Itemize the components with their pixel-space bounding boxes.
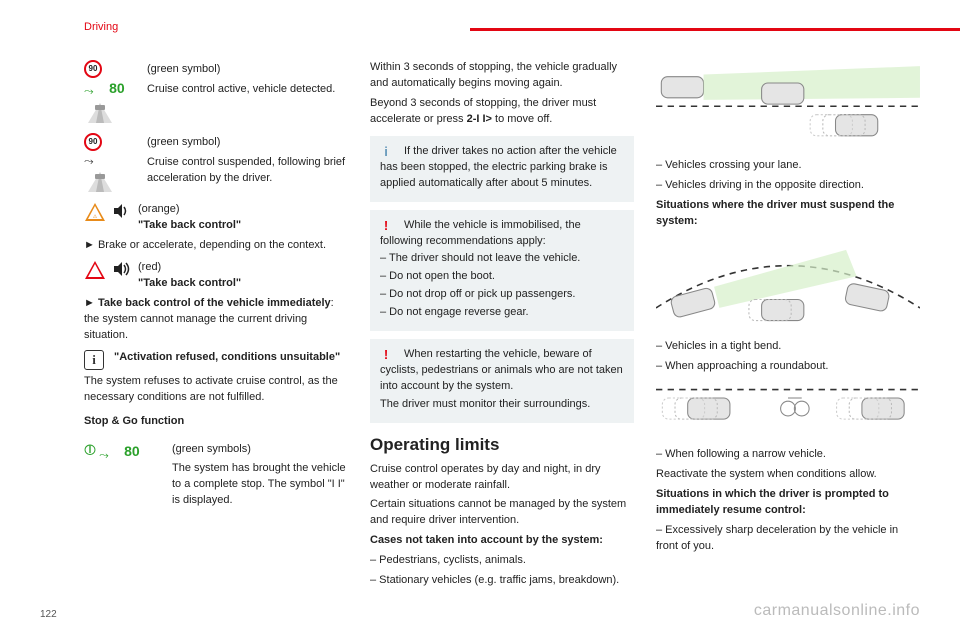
status-stopgo: ⦷ ⤳ 80 (green symbols) The system has br… [84,440,348,514]
c3-p8: Situations in which the driver is prompt… [656,487,920,519]
stopgo-icons: ⦷ ⤳ 80 [84,440,164,462]
info-i-icon: i [84,350,104,370]
diagram-narrow [656,379,920,437]
status-refused-desc: The system refuses to activate cruise co… [84,374,348,406]
callout-immobilised: ! While the vehicle is immobilised, the … [370,210,634,332]
c2-p1: Within 3 seconds of stopping, the vehicl… [370,60,634,92]
status-active: 90 ⤳ 80 (green symbol) Cruise control ac… [84,60,348,125]
c2-p5: Cases not taken into account by the syst… [370,533,634,549]
callout-restart: ! When restarting the vehicle, beware of… [370,339,634,423]
c2-p2c: to move off. [492,113,552,125]
c3-p1: – Vehicles crossing your lane. [656,158,920,174]
status-orange-action-text: Brake or accelerate, depending on the co… [98,239,326,251]
status-red-msg: "Take back control" [138,277,241,289]
status-active-color: (green symbol) [147,62,348,78]
status-orange-action: ► Brake or accelerate, depending on the … [84,238,348,254]
c3-p2: – Vehicles driving in the opposite direc… [656,178,920,194]
c3-p4: – Vehicles in a tight bend. [656,339,920,355]
road-ahead-icon [84,170,116,194]
c3-p7: Reactivate the system when conditions al… [656,467,920,483]
status-suspended-color: (green symbol) [147,135,348,151]
car-icon: ⤳ [99,447,121,457]
status-red-bold: Take back control of the vehicle immedia… [98,297,331,309]
status-suspended-desc: Cruise control suspended, following brie… [147,155,348,187]
callout2-b: – The driver should not leave the vehicl… [380,251,624,267]
callout2-d: – Do not drop off or pick up passengers. [380,287,624,303]
column-1: 90 ⤳ 80 (green symbol) Cruise control ac… [84,60,348,595]
speed-80-label: 80 [124,441,140,461]
speed-80-label: 80 [109,78,125,98]
callout1-text: If the driver takes no action after the … [380,144,624,192]
page-number: 122 [40,608,57,623]
sound-icon [112,202,132,220]
car-icon: ⤳ [84,83,106,93]
status-red-action: ► Take back control of the vehicle immed… [84,296,348,344]
footer-watermark: carmanualsonline.info [754,599,920,622]
status-active-desc: Cruise control active, vehicle detected. [147,82,348,98]
road-ahead-icon [84,101,116,125]
c2-p2b: 2-I I> [467,113,492,125]
speed-limit-90-icon: 90 [84,133,102,151]
status-orange-color: (orange) [138,203,180,215]
callout3-b: The driver must monitor their surroundin… [380,397,624,413]
warn-badge-icon: ! [378,218,394,234]
callout2-e: – Do not engage reverse gear. [380,305,624,321]
c2-p7: – Stationary vehicles (e.g. traffic jams… [370,573,634,589]
c2-p3: Cruise control operates by day and night… [370,462,634,494]
column-2: Within 3 seconds of stopping, the vehicl… [370,60,634,595]
top-accent-bar [470,28,960,31]
c2-p6: – Pedestrians, cyclists, animals. [370,553,634,569]
stopgo-color: (green symbols) [172,442,348,458]
c2-p2: Beyond 3 seconds of stopping, the driver… [370,96,634,128]
diagram-crossing [656,64,920,148]
car-icon: ⤳ [84,153,106,163]
status-red: (red) "Take back control" [84,260,348,292]
status-refused-msg: "Activation refused, conditions unsuitab… [114,350,348,366]
sound-loud-icon [112,260,132,278]
stopgo-desc: The system has brought the vehicle to a … [172,461,348,509]
c3-p6: – When following a narrow vehicle. [656,447,920,463]
callout-parking-brake: i If the driver takes no action after th… [370,136,634,202]
c3-p9: – Excessively sharp deceleration by the … [656,523,920,555]
column-3: – Vehicles crossing your lane. – Vehicle… [656,60,920,595]
status-suspended: 90 ⤳ (green symbol) Cruise control suspe… [84,133,348,194]
status-orange-msg: "Take back control" [138,219,241,231]
status-suspended-icons: 90 ⤳ [84,133,139,194]
c3-p3: Situations where the driver must suspend… [656,198,920,230]
section-header: Driving [84,20,118,36]
diagram-bend [656,234,920,329]
callout3-a: When restarting the vehicle, beware of c… [380,347,624,395]
pause-circle-icon: ⦷ [84,442,96,459]
c3-p5: – When approaching a roundabout. [656,359,920,375]
status-active-icons: 90 ⤳ 80 [84,60,139,125]
stop-go-heading: Stop & Go function [84,414,348,430]
c2-p4: Certain situations cannot be managed by … [370,497,634,529]
content-columns: 90 ⤳ 80 (green symbol) Cruise control ac… [84,60,920,595]
warn-badge-icon: ! [378,347,394,363]
status-refused: i "Activation refused, conditions unsuit… [84,350,348,370]
status-orange: ⚠ (orange) "Take back control" [84,202,348,234]
operating-limits-heading: Operating limits [370,433,634,458]
status-red-color: (red) [138,261,161,273]
warning-triangle-red-icon [84,260,106,280]
callout2-c: – Do not open the boot. [380,269,624,285]
svg-text:⚠: ⚠ [93,214,98,220]
callout2-lead: While the vehicle is immobilised, the fo… [380,218,624,250]
speed-limit-90-icon: 90 [84,60,102,78]
info-badge-icon: i [378,144,394,160]
warning-triangle-orange-icon: ⚠ [84,202,106,222]
